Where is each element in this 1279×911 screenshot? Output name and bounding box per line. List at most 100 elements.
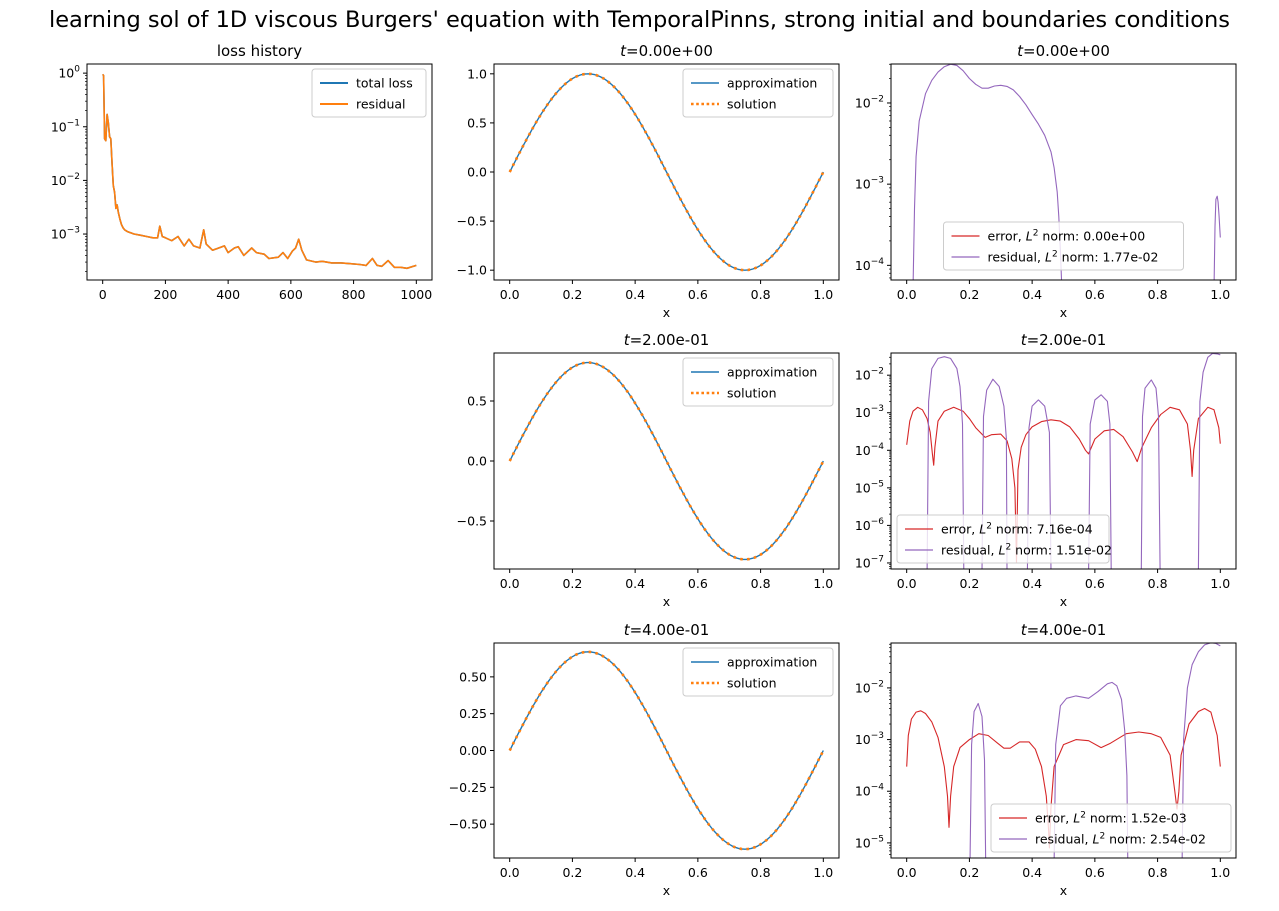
y-tick-label: 10−6 xyxy=(855,517,884,533)
x-tick-label: 0.6 xyxy=(1085,865,1105,880)
x-tick-label: 0.6 xyxy=(1085,287,1105,302)
legend: approximation solution xyxy=(682,647,834,697)
y-tick-label: 0.5 xyxy=(467,394,487,409)
x-tick-label: 0.6 xyxy=(688,865,708,880)
y-tick-label: 1.0 xyxy=(467,66,487,81)
y-tick-label: 10−3 xyxy=(855,404,884,420)
plot-area xyxy=(508,650,825,851)
x-tick-label: 1.0 xyxy=(813,865,833,880)
chart-sol_t04: t=4.00e-01 0.0 0.2 0.4 0.6 0.8 1.0 x 0.50 0.25 0.0… xyxy=(449,621,840,898)
legend-label: solution xyxy=(727,386,777,401)
axes-frame xyxy=(890,642,1237,859)
x-tick-label: 0.0 xyxy=(500,287,520,302)
x-axis-label: x xyxy=(663,305,670,320)
x-tick-label: 0.6 xyxy=(688,287,708,302)
x-tick-label: 0.0 xyxy=(500,576,520,591)
residual-line xyxy=(926,356,965,569)
y-tick-label: 10−2 xyxy=(855,367,884,383)
x-tick-label: 0.4 xyxy=(1022,287,1042,302)
y-tick-label: 10−3 xyxy=(855,176,884,192)
legend-label: total loss xyxy=(356,76,413,91)
legend-label: residual, L2 norm: 1.51e-02 xyxy=(941,543,1112,558)
x-tick-label: 200 xyxy=(153,287,177,302)
chart-title: t=2.00e-01 xyxy=(624,331,710,349)
x-tick-label: 0.2 xyxy=(562,287,582,302)
y-tick-label: 0.50 xyxy=(459,669,487,684)
x-tick-label: 0.8 xyxy=(1148,865,1168,880)
x-tick-label: 0.2 xyxy=(959,865,979,880)
legend: error, L2 norm: 7.16e-04 residual, L2 nor… xyxy=(896,514,1112,564)
x-axis-label: x xyxy=(663,594,670,609)
residual-line xyxy=(1140,379,1161,569)
figure-suptitle: learning sol of 1D viscous Burgers' equa… xyxy=(48,7,1231,33)
y-tick-label: 0.0 xyxy=(467,165,487,180)
y-tick-label: 0.00 xyxy=(459,743,487,758)
solution-line xyxy=(508,361,825,561)
y-tick-label: 10−4 xyxy=(855,257,884,273)
x-axis-label: x xyxy=(1060,594,1067,609)
chart-title: t=0.00e+00 xyxy=(1017,42,1110,60)
legend-label: error, L2 norm: 0.00e+00 xyxy=(988,229,1146,244)
x-tick-label: 1.0 xyxy=(813,576,833,591)
x-tick-label: 0.4 xyxy=(625,287,645,302)
x-tick-label: 0.8 xyxy=(751,865,771,880)
y-tick-label: 10−5 xyxy=(855,479,884,495)
y-tick-label: 0.25 xyxy=(459,706,487,721)
x-tick-label: 0.0 xyxy=(897,865,917,880)
x-axis-label: x xyxy=(1060,305,1067,320)
legend: error, L2 norm: 0.00e+00 residual, L2 nor… xyxy=(943,221,1184,271)
legend-label: residual, L2 norm: 1.77e-02 xyxy=(988,250,1159,265)
residual-line xyxy=(1197,353,1221,569)
y-tick-label: 10−2 xyxy=(855,679,884,695)
x-tick-label: 0.2 xyxy=(959,287,979,302)
chart-title: t=4.00e-01 xyxy=(1021,621,1107,639)
error-line xyxy=(906,406,1221,564)
x-tick-label: 0 xyxy=(99,287,107,302)
legend-label: error, L2 norm: 7.16e-04 xyxy=(941,522,1093,537)
residual-line xyxy=(1026,399,1052,569)
legend-label: error, L2 norm: 1.52e-03 xyxy=(1035,811,1187,826)
plot-area xyxy=(102,73,417,270)
plot-area xyxy=(508,72,825,272)
axes-frame xyxy=(890,352,1237,570)
chart-err_t02: t=2.00e-01 0.0 0.2 0.4 0.6 0.8 1.0 x 10−2 10−3 10−… xyxy=(855,331,1237,609)
x-tick-label: 1.0 xyxy=(813,287,833,302)
residual-line xyxy=(981,378,1008,569)
x-tick-label: 0.0 xyxy=(897,576,917,591)
axes-frame xyxy=(86,63,433,281)
y-tick-label: 10−3 xyxy=(855,731,884,747)
y-tick-label: 10−3 xyxy=(51,226,80,242)
legend-label: residual, L2 norm: 2.54e-02 xyxy=(1035,832,1206,847)
x-tick-label: 1000 xyxy=(400,287,432,302)
x-tick-label: 0.8 xyxy=(1148,287,1168,302)
legend: error, L2 norm: 1.52e-03 residual, L2 nor… xyxy=(990,803,1232,853)
plot-area xyxy=(508,361,825,561)
y-tick-label: 0.5 xyxy=(467,115,487,130)
x-tick-label: 1.0 xyxy=(1210,576,1230,591)
y-tick-label: 10−2 xyxy=(51,172,80,188)
y-tick-label: 10−4 xyxy=(855,783,884,799)
x-tick-label: 0.4 xyxy=(625,576,645,591)
residual-line xyxy=(1213,195,1221,280)
residual-line xyxy=(969,702,987,858)
y-tick-label: 100 xyxy=(58,65,80,81)
legend: approximation solution xyxy=(682,68,834,118)
x-tick-label: 400 xyxy=(216,287,240,302)
legend-label: approximation xyxy=(727,76,817,91)
chart-err_t0: t=0.00e+00 0.0 0.2 0.4 0.6 0.8 1.0 x 10−2 10−3 10−… xyxy=(855,42,1237,320)
x-tick-label: 0.4 xyxy=(1022,576,1042,591)
y-tick-label: −0.50 xyxy=(449,817,487,832)
y-tick-label: 10−4 xyxy=(855,442,884,458)
chart-sol_t02: t=2.00e-01 0.0 0.2 0.4 0.6 0.8 1.0 x 0.5 0.0 −0.5 a… xyxy=(457,331,840,609)
y-tick-label: 10−7 xyxy=(855,554,884,570)
chart-loss: loss history 0 200 400 600 800 1000 100 10−1 10−2… xyxy=(51,42,433,302)
x-axis-label: x xyxy=(1060,883,1067,898)
y-tick-label: −0.25 xyxy=(449,780,487,795)
legend-label: residual xyxy=(356,97,406,112)
x-tick-label: 0.6 xyxy=(1085,576,1105,591)
y-tick-label: −0.5 xyxy=(457,214,487,229)
x-tick-label: 0.8 xyxy=(751,576,771,591)
legend-label: approximation xyxy=(727,655,817,670)
approximation-line xyxy=(509,73,824,271)
legend-label: approximation xyxy=(727,365,817,380)
